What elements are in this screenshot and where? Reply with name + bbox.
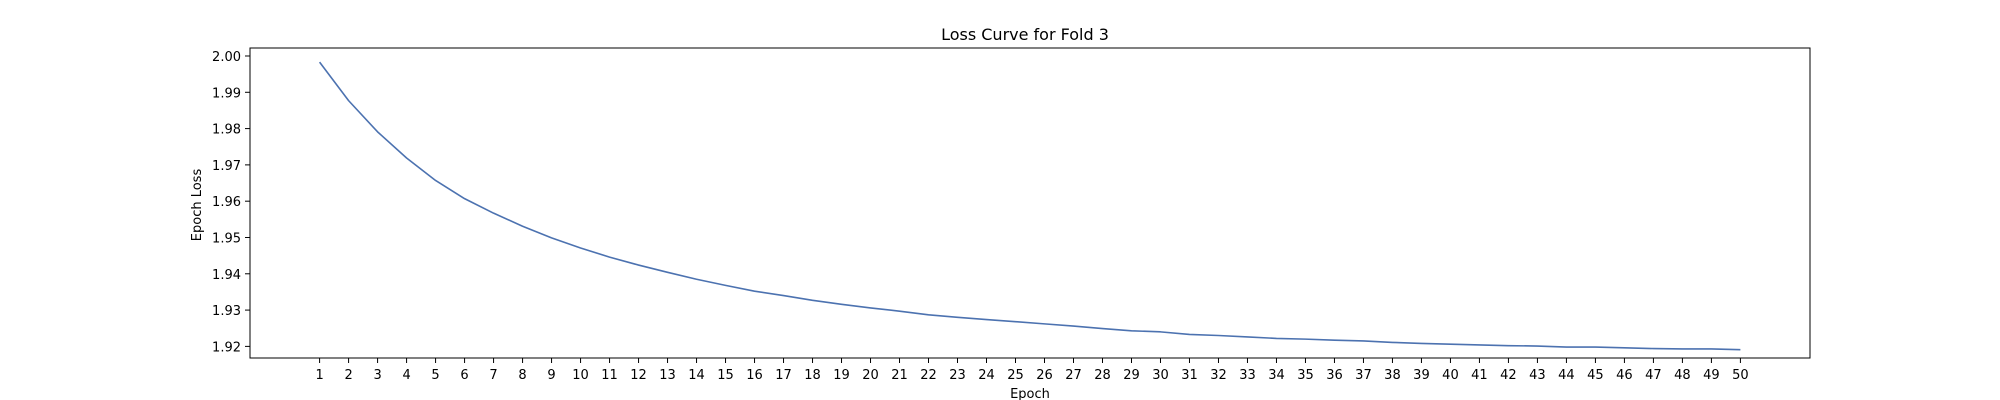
x-tick-label: 26 bbox=[1036, 368, 1053, 383]
x-tick-label: 50 bbox=[1732, 368, 1749, 383]
plot-frame bbox=[249, 47, 1811, 359]
x-tick-label: 41 bbox=[1471, 368, 1488, 383]
x-tick-label: 32 bbox=[1210, 368, 1227, 383]
x-tick-label: 49 bbox=[1703, 368, 1720, 383]
x-tick-label: 8 bbox=[518, 368, 526, 383]
x-tick-label: 38 bbox=[1384, 368, 1401, 383]
x-tick-label: 14 bbox=[688, 368, 705, 383]
x-tick-label: 40 bbox=[1442, 368, 1459, 383]
x-tick-label: 42 bbox=[1500, 368, 1517, 383]
x-tick-label: 31 bbox=[1181, 368, 1198, 383]
y-tick-label: 1.93 bbox=[212, 304, 241, 319]
x-tick-label: 47 bbox=[1645, 368, 1662, 383]
x-tick-label: 1 bbox=[315, 368, 323, 383]
x-tick-label: 36 bbox=[1326, 368, 1343, 383]
x-tick-label: 15 bbox=[717, 368, 734, 383]
x-tick-label: 21 bbox=[891, 368, 908, 383]
x-tick-label: 39 bbox=[1413, 368, 1430, 383]
x-tick-label: 6 bbox=[460, 368, 468, 383]
x-tick-label: 13 bbox=[659, 368, 676, 383]
x-tick-label: 4 bbox=[402, 368, 410, 383]
x-tick-label: 11 bbox=[601, 368, 618, 383]
x-tick-label: 25 bbox=[1007, 368, 1024, 383]
x-tick-label: 2 bbox=[344, 368, 352, 383]
y-tick-label: 1.95 bbox=[212, 231, 241, 246]
x-tick-label: 27 bbox=[1065, 368, 1082, 383]
x-tick-label: 19 bbox=[833, 368, 850, 383]
x-tick-label: 35 bbox=[1297, 368, 1314, 383]
x-tick-label: 20 bbox=[862, 368, 879, 383]
series-line bbox=[318, 61, 1741, 351]
x-tick-label: 3 bbox=[373, 368, 381, 383]
x-tick-label: 45 bbox=[1587, 368, 1604, 383]
x-tick-label: 34 bbox=[1268, 368, 1285, 383]
x-tick-label: 29 bbox=[1123, 368, 1140, 383]
x-tick-label: 24 bbox=[978, 368, 995, 383]
x-axis-label: Epoch bbox=[1010, 387, 1050, 400]
x-tick-label: 30 bbox=[1152, 368, 1169, 383]
x-tick-label: 46 bbox=[1616, 368, 1633, 383]
y-tick-label: 2.00 bbox=[212, 50, 241, 65]
x-tick-label: 12 bbox=[630, 368, 647, 383]
x-tick-label: 23 bbox=[949, 368, 966, 383]
x-tick-label: 5 bbox=[431, 368, 439, 383]
y-tick-label: 1.97 bbox=[212, 159, 241, 174]
x-tick-label: 22 bbox=[920, 368, 937, 383]
x-tick-label: 28 bbox=[1094, 368, 1111, 383]
y-tick-label: 1.98 bbox=[212, 123, 241, 138]
x-tick-label: 10 bbox=[572, 368, 589, 383]
x-tick-label: 17 bbox=[775, 368, 792, 383]
y-axis-label: Epoch Loss bbox=[190, 169, 205, 242]
y-axis: 1.92 1.93 1.94 1.95 1.96 1.97 1.98 1.99 2.00 bbox=[212, 50, 250, 355]
y-tick-label: 1.96 bbox=[212, 195, 241, 210]
x-tick-label: 33 bbox=[1239, 368, 1256, 383]
y-tick-label: 1.94 bbox=[212, 268, 241, 283]
chart-title: Loss Curve for Fold 3 bbox=[941, 25, 1109, 44]
x-tick-label: 48 bbox=[1674, 368, 1691, 383]
x-tick-label: 9 bbox=[547, 368, 555, 383]
x-tick-label: 16 bbox=[746, 368, 763, 383]
x-tick-label: 44 bbox=[1558, 368, 1575, 383]
y-tick-label: 1.92 bbox=[212, 340, 241, 355]
y-tick-label: 1.99 bbox=[212, 86, 241, 101]
x-tick-label: 7 bbox=[489, 368, 497, 383]
x-tick-label: 37 bbox=[1355, 368, 1372, 383]
x-tick-label: 18 bbox=[804, 368, 821, 383]
series-layer bbox=[318, 61, 1741, 351]
x-axis: 1 2 3 4 5 6 7 8 9 10 11 12 13 14 15 16 17 18 19 20 21 22 23 24 2… bbox=[315, 358, 1749, 383]
x-tick-label: 43 bbox=[1529, 368, 1546, 383]
